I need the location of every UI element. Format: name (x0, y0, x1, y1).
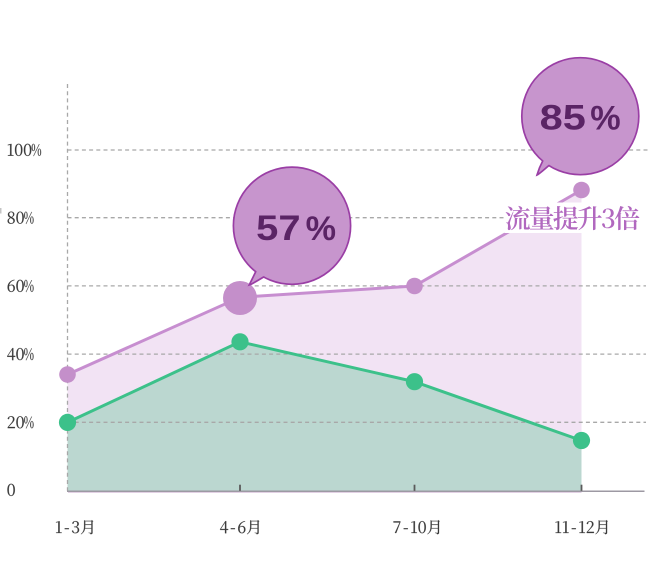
svg-text:85: 85 (540, 97, 586, 137)
svg-text:%: % (590, 99, 620, 137)
svg-text:57: 57 (256, 208, 300, 248)
svg-text:%: % (306, 210, 336, 248)
